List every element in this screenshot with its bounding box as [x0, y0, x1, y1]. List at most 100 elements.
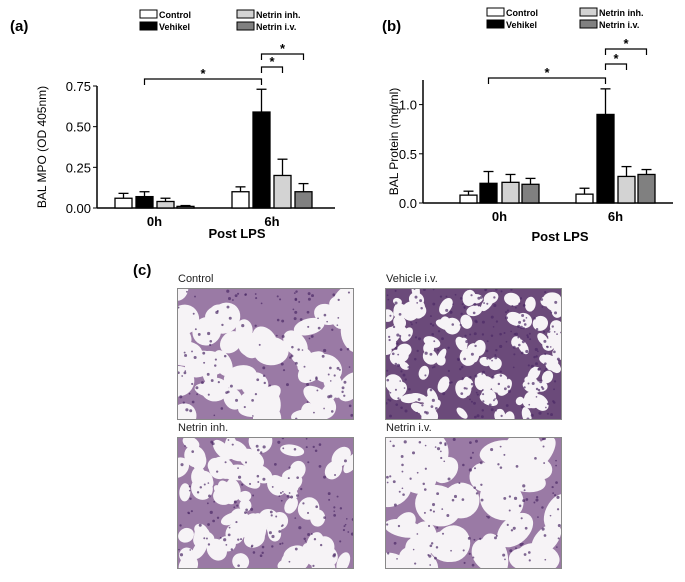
significance-star: *: [544, 65, 550, 80]
nucleus: [472, 311, 476, 315]
nucleus: [431, 333, 435, 336]
nucleus: [281, 334, 285, 338]
nucleus: [214, 364, 217, 367]
nucleus: [451, 323, 455, 326]
nucleus: [386, 369, 389, 372]
x-tick-label: 6h: [264, 214, 279, 229]
nucleus: [185, 408, 189, 412]
nucleus: [550, 311, 553, 314]
nucleus: [389, 475, 392, 478]
nucleus: [294, 361, 298, 365]
nucleus: [432, 510, 436, 513]
nucleus: [295, 290, 298, 293]
nucleus: [481, 333, 485, 336]
nucleus: [393, 541, 397, 545]
nucleus: [313, 411, 315, 414]
nucleus: [287, 477, 290, 480]
histo-caption-netrin-inh: Netrin inh.: [178, 422, 229, 434]
alveolus: [316, 545, 338, 567]
nucleus: [508, 495, 512, 498]
nucleus: [439, 441, 443, 445]
nucleus: [386, 475, 389, 479]
alveolus: [543, 493, 561, 531]
nucleus: [528, 551, 531, 554]
nucleus: [448, 381, 452, 385]
nucleus: [289, 356, 292, 359]
nucleus: [189, 409, 193, 413]
nucleus: [486, 302, 489, 305]
nucleus: [297, 348, 300, 351]
nucleus: [543, 339, 547, 343]
nucleus: [495, 320, 499, 323]
nucleus: [474, 374, 478, 378]
y-axis-label: BAL MPO (OD 405nm): [35, 86, 49, 208]
bar-vehikel-0h: [135, 195, 154, 209]
nucleus: [214, 358, 217, 361]
nucleus: [233, 500, 237, 504]
nucleus: [429, 544, 433, 548]
nucleus: [551, 485, 554, 489]
nucleus: [234, 294, 238, 298]
x-tick-label: 0h: [492, 209, 507, 224]
nucleus: [255, 444, 259, 448]
nucleus: [541, 527, 545, 531]
nucleus: [529, 338, 532, 341]
alveolus: [541, 370, 554, 384]
nucleus: [392, 325, 396, 329]
nucleus: [178, 548, 180, 551]
nucleus: [244, 511, 247, 515]
nucleus: [521, 314, 525, 317]
nucleus: [348, 404, 352, 408]
nucleus: [407, 365, 411, 369]
x-tick-label: 0h: [147, 214, 162, 229]
nucleus: [461, 303, 464, 306]
nucleus: [391, 352, 395, 356]
nucleus: [397, 524, 401, 528]
nucleus: [494, 536, 497, 540]
nucleus: [416, 471, 419, 474]
nucleus: [387, 398, 390, 401]
nucleus: [463, 561, 466, 564]
nucleus: [219, 536, 222, 539]
nucleus: [533, 355, 536, 359]
nucleus: [416, 349, 419, 353]
nucleus: [528, 403, 531, 406]
histology-image-control: [177, 288, 354, 420]
nucleus: [248, 482, 252, 486]
nucleus: [395, 403, 399, 406]
nucleus: [327, 373, 330, 376]
nucleus: [408, 334, 411, 337]
nucleus: [470, 400, 473, 403]
legend-swatch: [236, 9, 255, 19]
nucleus: [389, 414, 392, 418]
nucleus: [411, 451, 416, 455]
alveolus: [191, 540, 208, 560]
alveolus: [205, 304, 229, 324]
nucleus: [317, 317, 319, 320]
alveolus: [267, 475, 287, 496]
nucleus: [323, 313, 327, 317]
nucleus: [480, 498, 484, 502]
nucleus: [227, 439, 230, 441]
nucleus: [517, 324, 521, 328]
nucleus: [227, 533, 231, 537]
nucleus: [191, 400, 195, 404]
nucleus: [191, 450, 195, 453]
alveolus: [521, 407, 532, 419]
nucleus: [209, 339, 213, 343]
nucleus: [323, 475, 327, 479]
nucleus: [194, 328, 197, 331]
nucleus: [387, 298, 390, 301]
alveolus: [194, 383, 226, 398]
nucleus: [441, 508, 444, 511]
histology-image-netrin-inh: [177, 437, 354, 569]
nucleus: [298, 526, 302, 530]
nucleus: [336, 324, 339, 326]
alveolus: [415, 484, 462, 527]
nucleus: [392, 480, 396, 484]
alveolus: [213, 487, 234, 505]
bar-control-6h: [575, 193, 594, 204]
panel-label-b: (b): [382, 18, 402, 35]
nucleus: [338, 368, 341, 371]
nucleus: [251, 399, 254, 402]
